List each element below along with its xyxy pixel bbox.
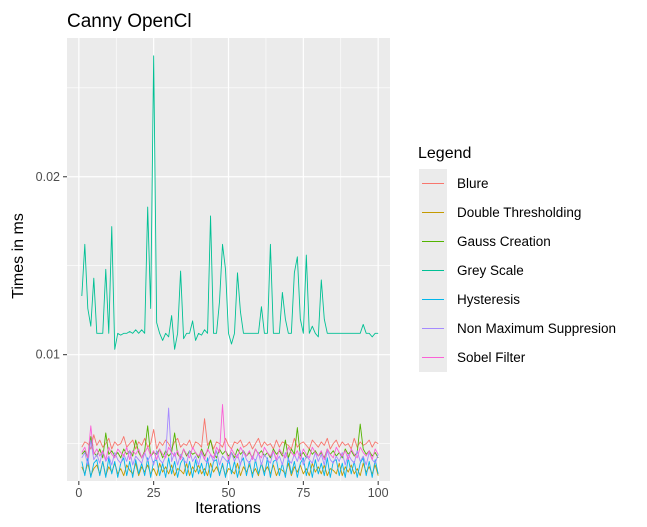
series-line-double-thresholding <box>81 460 379 477</box>
y-tick-label: 0.02 <box>36 170 60 184</box>
series-line-hysteresis <box>81 457 379 478</box>
legend-label-blure: Blure <box>457 176 489 191</box>
series-line-sobel-filter <box>81 404 379 461</box>
y-axis-title: Times in ms <box>10 213 27 299</box>
major-gridlines <box>67 38 390 481</box>
legend-label-grey-scale: Grey Scale <box>457 263 524 278</box>
legend-title: Legend <box>418 145 471 162</box>
x-tick-label: 25 <box>147 486 161 500</box>
chart-title: Canny OpenCl <box>67 11 192 32</box>
series-line-blure <box>81 418 379 450</box>
series-lines <box>81 55 379 478</box>
legend-label-double-thresholding: Double Thresholding <box>457 205 581 220</box>
y-tick-label: 0.01 <box>36 348 60 362</box>
series-line-grey-scale <box>81 55 379 350</box>
x-tick-label: 100 <box>368 486 389 500</box>
legend-label-sobel-filter: Sobel Filter <box>457 350 526 365</box>
legend-label-non-maximum-suppresion: Non Maximum Suppresion <box>457 321 616 336</box>
x-axis-ticks: 0 25 50 75 100 <box>75 481 389 500</box>
y-axis-ticks: 0.01 0.02 <box>36 170 67 362</box>
legend: Legend Blure Double Thresholding Gauss Cre… <box>418 145 616 372</box>
legend-label-gauss-creation: Gauss Creation <box>457 234 551 249</box>
x-tick-label: 75 <box>296 486 310 500</box>
series-line-non-maximum-suppresion <box>81 407 379 466</box>
x-tick-label: 0 <box>75 486 82 500</box>
x-axis-title: Iterations <box>195 500 261 517</box>
legend-label-hysteresis: Hysteresis <box>457 292 520 307</box>
x-tick-label: 50 <box>222 486 236 500</box>
